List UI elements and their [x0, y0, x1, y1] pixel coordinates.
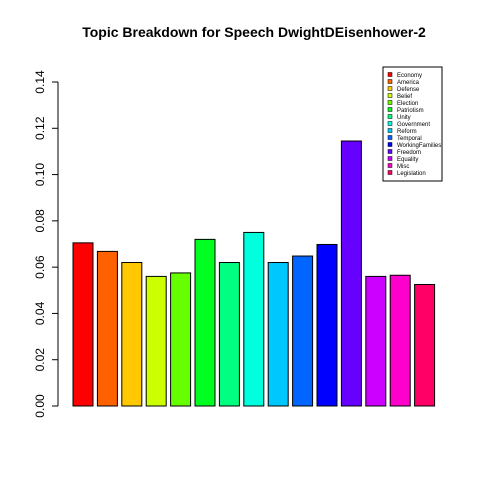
y-tick-label: 0.14 [33, 70, 47, 94]
legend-label-freedom: Freedom [397, 150, 421, 156]
bar-defense [121, 262, 143, 407]
legend-label-america: America [397, 80, 420, 86]
bar-belief [145, 275, 167, 407]
legend-label-workingfamilies: WorkingFamilies [397, 143, 441, 149]
legend-label-misc: Misc [397, 164, 409, 170]
legend-swatch-misc [387, 163, 393, 168]
legend: EconomyAmericaDefenseBeliefElectionPatri… [382, 66, 443, 182]
legend-swatch-unity [387, 114, 393, 119]
bars-group [72, 140, 436, 407]
bar-government [243, 231, 265, 407]
bar-reform [267, 262, 289, 407]
legend-label-reform: Reform [397, 129, 417, 135]
bar-america [96, 250, 118, 407]
legend-label-equality: Equality [397, 157, 418, 163]
legend-swatch-temporal [387, 135, 393, 140]
legend-label-patriotism: Patriotism [397, 108, 424, 114]
bar-equality [365, 275, 387, 407]
chart-title: Topic Breakdown for Speech DwightDEisenh… [82, 24, 426, 40]
legend-label-government: Government [397, 122, 430, 128]
legend-label-belief: Belief [397, 94, 412, 100]
bar-economy [72, 242, 94, 407]
legend-swatch-government [387, 121, 393, 126]
y-tick-label: 0.06 [33, 255, 47, 279]
y-tick-label: 0.10 [33, 163, 47, 187]
y-tick-label: 0.02 [33, 348, 47, 372]
legend-label-legislation: Legislation [397, 171, 426, 177]
legend-label-defense: Defense [397, 87, 420, 93]
y-tick-label: 0.12 [33, 116, 47, 140]
y-axis: 0.00 0.02 0.04 0.06 0.08 0.10 0.12 0.14 [33, 70, 59, 418]
bar-patriotism [194, 238, 216, 407]
legend-swatch-reform [387, 128, 393, 133]
legend-swatch-workingfamilies [387, 142, 393, 147]
legend-swatch-economy [387, 72, 393, 77]
y-tick-label: 0.08 [33, 209, 47, 233]
y-tick-label: 0.00 [33, 394, 47, 418]
legend-label-election: Election [397, 101, 418, 107]
legend-swatch-freedom [387, 149, 393, 154]
bar-unity [218, 262, 240, 407]
legend-label-unity: Unity [397, 115, 411, 121]
legend-swatch-defense [387, 86, 393, 91]
bar-workingfamilies [316, 243, 338, 407]
legend-swatch-belief [387, 93, 393, 98]
bar-freedom [340, 140, 362, 407]
legend-label-temporal: Temporal [397, 136, 422, 142]
legend-swatch-patriotism [387, 107, 393, 112]
legend-swatch-america [387, 79, 393, 84]
legend-box [382, 66, 443, 182]
legend-swatch-legislation [387, 170, 393, 175]
legend-swatch-equality [387, 156, 393, 161]
bar-legislation [414, 284, 436, 407]
legend-label-economy: Economy [397, 73, 422, 79]
bar-election [170, 272, 192, 407]
bar-misc [389, 274, 411, 407]
bar-temporal [292, 255, 314, 407]
y-tick-label: 0.04 [33, 301, 47, 325]
legend-swatch-election [387, 100, 393, 105]
